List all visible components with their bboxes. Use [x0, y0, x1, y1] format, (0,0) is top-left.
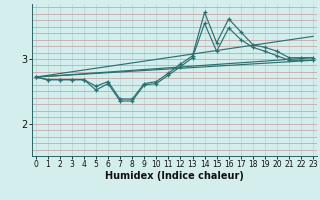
X-axis label: Humidex (Indice chaleur): Humidex (Indice chaleur) — [105, 171, 244, 181]
